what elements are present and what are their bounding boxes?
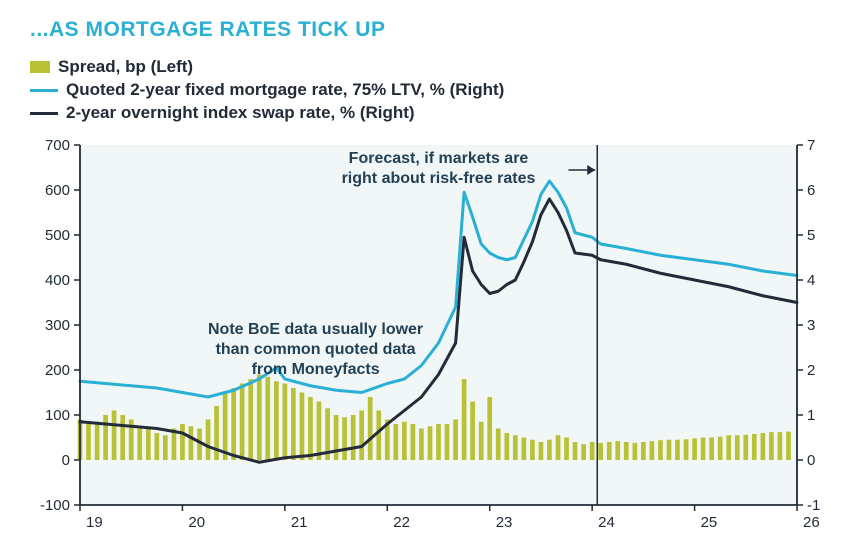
svg-text:400: 400 bbox=[45, 272, 70, 289]
svg-text:0: 0 bbox=[62, 452, 70, 469]
svg-text:6: 6 bbox=[807, 182, 815, 199]
chart-plot: -1000100200300400500600700-1012345671920… bbox=[30, 135, 837, 535]
legend: Spread, bp (Left) Quoted 2-year fixed mo… bbox=[30, 56, 837, 125]
svg-text:5: 5 bbox=[807, 227, 815, 244]
svg-text:3: 3 bbox=[807, 317, 815, 334]
svg-text:right about risk-free rates: right about risk-free rates bbox=[342, 170, 536, 187]
svg-text:than common quoted data: than common quoted data bbox=[216, 341, 416, 358]
legend-line-blue-icon bbox=[30, 89, 58, 92]
svg-text:23: 23 bbox=[496, 514, 513, 531]
legend-label: 2-year overnight index swap rate, % (Rig… bbox=[66, 102, 415, 125]
svg-text:20: 20 bbox=[188, 514, 205, 531]
svg-text:22: 22 bbox=[393, 514, 410, 531]
svg-text:100: 100 bbox=[45, 407, 70, 424]
svg-text:0: 0 bbox=[807, 452, 815, 469]
svg-text:Forecast, if markets are: Forecast, if markets are bbox=[349, 150, 529, 167]
legend-line-black-icon bbox=[30, 112, 58, 115]
svg-text:700: 700 bbox=[45, 137, 70, 154]
chart-svg: -1000100200300400500600700-1012345671920… bbox=[30, 135, 837, 535]
svg-text:19: 19 bbox=[86, 514, 103, 531]
legend-label: Spread, bp (Left) bbox=[58, 56, 193, 79]
legend-swatch-bar-icon bbox=[30, 61, 50, 73]
svg-text:26: 26 bbox=[803, 514, 820, 531]
svg-text:-100: -100 bbox=[40, 497, 70, 514]
legend-item-mortgage: Quoted 2-year fixed mortgage rate, 75% L… bbox=[30, 79, 837, 102]
svg-text:4: 4 bbox=[807, 272, 815, 289]
svg-text:2: 2 bbox=[807, 362, 815, 379]
svg-text:200: 200 bbox=[45, 362, 70, 379]
svg-text:24: 24 bbox=[598, 514, 615, 531]
svg-text:1: 1 bbox=[807, 407, 815, 424]
svg-text:500: 500 bbox=[45, 227, 70, 244]
svg-text:Note BoE data usually lower: Note BoE data usually lower bbox=[208, 321, 423, 338]
svg-text:25: 25 bbox=[701, 514, 718, 531]
svg-text:from Moneyfacts: from Moneyfacts bbox=[252, 361, 380, 378]
chart-title: ...AS MORTGAGE RATES TICK UP bbox=[30, 18, 837, 42]
svg-text:21: 21 bbox=[291, 514, 308, 531]
svg-text:300: 300 bbox=[45, 317, 70, 334]
legend-item-ois: 2-year overnight index swap rate, % (Rig… bbox=[30, 102, 837, 125]
svg-text:7: 7 bbox=[807, 137, 815, 154]
svg-text:-1: -1 bbox=[807, 497, 820, 514]
svg-text:600: 600 bbox=[45, 182, 70, 199]
legend-label: Quoted 2-year fixed mortgage rate, 75% L… bbox=[66, 79, 504, 102]
legend-item-spread: Spread, bp (Left) bbox=[30, 56, 837, 79]
